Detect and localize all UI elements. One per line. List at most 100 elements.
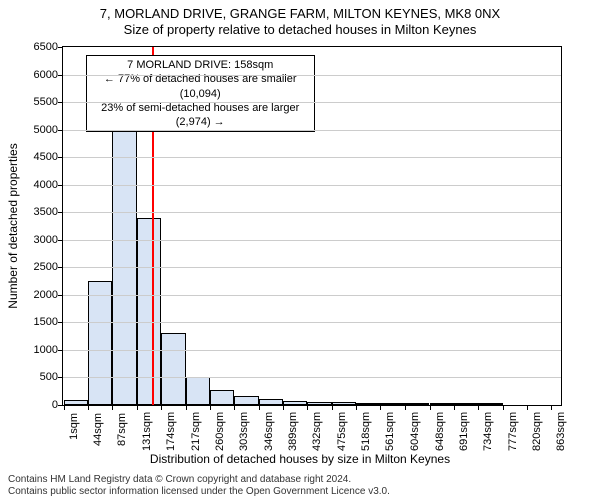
xtick-mark bbox=[478, 405, 479, 410]
ytick-mark bbox=[58, 47, 63, 48]
histogram-bar bbox=[210, 390, 234, 405]
xtick-mark bbox=[88, 405, 89, 410]
ytick-label: 1500 bbox=[18, 316, 58, 328]
annotation-box: 7 MORLAND DRIVE: 158sqm ← 77% of detache… bbox=[86, 55, 315, 132]
plot-area: 7 MORLAND DRIVE: 158sqm ← 77% of detache… bbox=[62, 46, 562, 406]
ytick-label: 500 bbox=[18, 371, 58, 383]
xtick-mark bbox=[210, 405, 211, 410]
ytick-label: 5000 bbox=[18, 124, 58, 136]
ytick-mark bbox=[58, 185, 63, 186]
xtick-mark bbox=[503, 405, 504, 410]
ytick-label: 0 bbox=[18, 399, 58, 411]
ytick-label: 3500 bbox=[18, 206, 58, 218]
xtick-mark bbox=[551, 405, 552, 410]
annotation-line3: 23% of semi-detached houses are larger (… bbox=[93, 101, 308, 130]
xtick-mark bbox=[186, 405, 187, 410]
xtick-mark bbox=[332, 405, 333, 410]
ytick-label: 6000 bbox=[18, 69, 58, 81]
ytick-mark bbox=[58, 240, 63, 241]
gridline bbox=[63, 267, 561, 268]
histogram-bar bbox=[380, 403, 404, 405]
figure: 7, MORLAND DRIVE, GRANGE FARM, MILTON KE… bbox=[0, 0, 600, 500]
histogram-bar bbox=[88, 281, 112, 405]
x-axis-label: Distribution of detached houses by size … bbox=[0, 452, 600, 466]
ytick-mark bbox=[58, 322, 63, 323]
title-line1: 7, MORLAND DRIVE, GRANGE FARM, MILTON KE… bbox=[0, 6, 600, 22]
xtick-label: 518sqm bbox=[360, 413, 372, 451]
ytick-label: 2000 bbox=[18, 289, 58, 301]
xtick-label: 777sqm bbox=[507, 413, 519, 451]
histogram-bar bbox=[356, 403, 380, 405]
histogram-bar bbox=[430, 403, 454, 405]
y-axis-label: Number of detached properties bbox=[6, 143, 20, 308]
histogram-bar bbox=[186, 377, 210, 405]
xtick-mark bbox=[356, 405, 357, 410]
ytick-mark bbox=[58, 350, 63, 351]
ytick-label: 4000 bbox=[18, 179, 58, 191]
xtick-mark bbox=[430, 405, 431, 410]
xtick-label: 863sqm bbox=[555, 413, 567, 451]
annotation-line1: 7 MORLAND DRIVE: 158sqm bbox=[93, 58, 308, 72]
histogram-bar bbox=[234, 396, 258, 405]
footer-line1: Contains HM Land Registry data © Crown c… bbox=[8, 474, 390, 486]
gridline bbox=[63, 295, 561, 296]
xtick-label: 820sqm bbox=[531, 413, 543, 451]
gridline bbox=[63, 377, 561, 378]
xtick-label: 260sqm bbox=[214, 413, 226, 451]
gridline bbox=[63, 185, 561, 186]
xtick-mark bbox=[259, 405, 260, 410]
xtick-label: 389sqm bbox=[287, 413, 299, 451]
xtick-mark bbox=[527, 405, 528, 410]
xtick-label: 734sqm bbox=[482, 413, 494, 451]
gridline bbox=[63, 102, 561, 103]
ytick-label: 3000 bbox=[18, 234, 58, 246]
histogram-bar bbox=[112, 102, 136, 405]
histogram-bar bbox=[307, 402, 331, 405]
histogram-bar bbox=[64, 400, 88, 406]
xtick-mark bbox=[112, 405, 113, 410]
title-line2: Size of property relative to detached ho… bbox=[0, 22, 600, 38]
histogram-bar bbox=[332, 402, 356, 405]
histogram-bar bbox=[405, 403, 429, 405]
ytick-label: 4500 bbox=[18, 151, 58, 163]
xtick-label: 604sqm bbox=[409, 413, 421, 451]
ytick-mark bbox=[58, 405, 63, 406]
xtick-label: 303sqm bbox=[238, 413, 250, 451]
gridline bbox=[63, 130, 561, 131]
xtick-label: 174sqm bbox=[165, 413, 177, 451]
xtick-mark bbox=[307, 405, 308, 410]
histogram-bar bbox=[454, 403, 478, 405]
gridline bbox=[63, 240, 561, 241]
ytick-label: 6500 bbox=[18, 41, 58, 53]
ytick-mark bbox=[58, 75, 63, 76]
ytick-mark bbox=[58, 130, 63, 131]
gridline bbox=[63, 75, 561, 76]
ytick-mark bbox=[58, 295, 63, 296]
gridline bbox=[63, 157, 561, 158]
xtick-label: 561sqm bbox=[384, 413, 396, 451]
xtick-label: 217sqm bbox=[190, 413, 202, 451]
gridline bbox=[63, 350, 561, 351]
footer: Contains HM Land Registry data © Crown c… bbox=[8, 474, 390, 498]
histogram-bar bbox=[478, 403, 502, 405]
ytick-mark bbox=[58, 267, 63, 268]
footer-line2: Contains public sector information licen… bbox=[8, 486, 390, 498]
xtick-label: 1sqm bbox=[68, 413, 80, 451]
xtick-label: 432sqm bbox=[311, 413, 323, 451]
gridline bbox=[63, 212, 561, 213]
histogram-bar bbox=[283, 401, 307, 405]
xtick-mark bbox=[161, 405, 162, 410]
xtick-mark bbox=[137, 405, 138, 410]
xtick-mark bbox=[64, 405, 65, 410]
histogram-bar bbox=[161, 333, 185, 405]
xtick-label: 87sqm bbox=[116, 413, 128, 451]
xtick-mark bbox=[380, 405, 381, 410]
xtick-mark bbox=[283, 405, 284, 410]
histogram-bar bbox=[259, 399, 283, 405]
gridline bbox=[63, 322, 561, 323]
xtick-label: 691sqm bbox=[458, 413, 470, 451]
ytick-mark bbox=[58, 212, 63, 213]
title-block: 7, MORLAND DRIVE, GRANGE FARM, MILTON KE… bbox=[0, 0, 600, 39]
ytick-mark bbox=[58, 377, 63, 378]
xtick-label: 648sqm bbox=[434, 413, 446, 451]
